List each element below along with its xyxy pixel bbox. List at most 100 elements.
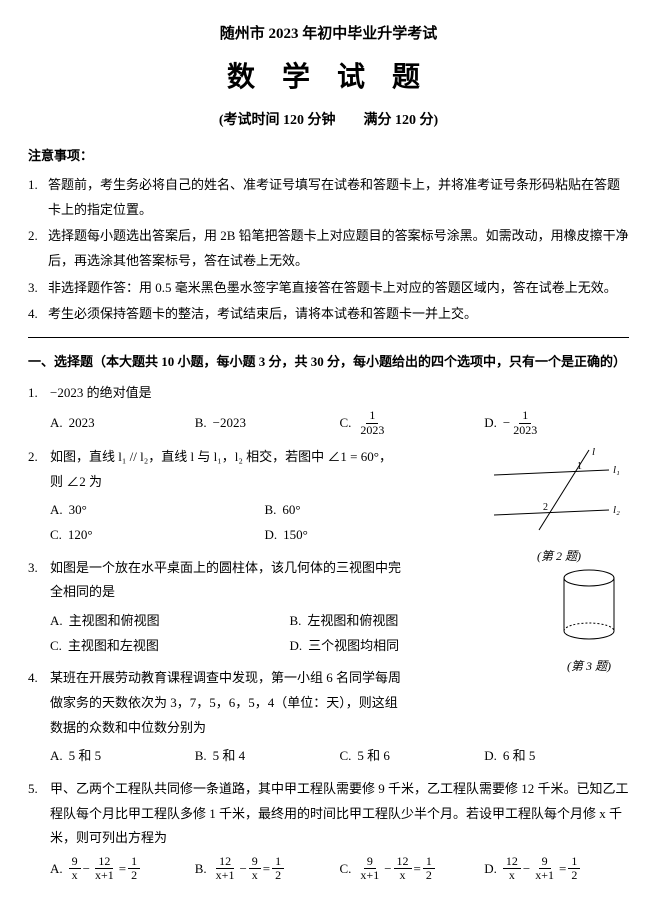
notice-num: 4. — [28, 302, 48, 327]
option-value: 5 和 6 — [357, 744, 390, 769]
question-text: −2023 的绝对值是 — [50, 381, 629, 406]
figure-q3: (第 3 题) — [549, 566, 629, 679]
question-text: 如图是一个放在水平桌面上的圆柱体，该几何体的三视图中完 — [50, 556, 529, 581]
frac-den: 2023 — [510, 424, 540, 437]
frac-num: 12 — [503, 855, 521, 869]
question-4: 4. 某班在开展劳动教育课程调查中发现，第一小组 6 名同学每周 做家务的天数依… — [28, 666, 629, 769]
option-value: 120° — [68, 523, 93, 548]
section-title: 一、 选择题（本大题共 10 小题，每小题 3 分，共 30 分，每小题给出的四… — [28, 350, 629, 375]
question-text: 数据的众数和中位数分别为 — [50, 716, 529, 741]
option-d: D. − 1 2023 — [484, 409, 629, 436]
question-5: 5. 甲、乙两个工程队共同修一条道路，其中甲工程队需要修 9 千米，乙工程队需要… — [28, 777, 629, 882]
option-label: A. — [50, 411, 63, 436]
option-label: B. — [195, 411, 207, 436]
option-value: 2023 — [69, 411, 95, 436]
option-label: C. — [340, 744, 352, 769]
l1-label: l₁ — [613, 464, 620, 476]
question-text: 则 ∠2 为 — [50, 470, 479, 495]
frac-num: 9 — [249, 855, 261, 869]
frac-den: 2 — [272, 869, 284, 882]
option-label: A. — [50, 744, 63, 769]
option-value: 主视图和俯视图 — [69, 609, 160, 634]
equation: 9x+1 − 12x = 12 — [357, 855, 434, 882]
frac-den: 2 — [568, 869, 580, 882]
option-b: B.5 和 4 — [195, 744, 340, 769]
option-b: B. 12x+1 − 9x = 12 — [195, 855, 340, 882]
notice-item: 4. 考生必须保持答题卡的整洁，考试结束后，请将本试卷和答题卡一并上交。 — [28, 302, 629, 327]
equation: 9x − 12x+1 = 12 — [69, 855, 140, 882]
option-a: A. 9x − 12x+1 = 12 — [50, 855, 195, 882]
notice-text: 非选择题作答：用 0.5 毫米黑色墨水签字笔直接答在答题卡上对应的答题区域内，答… — [48, 276, 629, 301]
frac-num: 9 — [539, 855, 551, 869]
l-label: l — [592, 446, 595, 458]
notice-item: 1. 答题前，考生务必将自己的姓名、准考证号填写在试卷和答题卡上，并将准考证号条… — [28, 173, 629, 222]
question-text: 如图，直线 l₁ // l₂，直线 l 与 l₁，l₂ 相交，若图中 ∠1 = … — [50, 445, 479, 470]
angle1-label: 1 — [577, 461, 582, 472]
lines-diagram: l l₁ l₂ 1 2 — [489, 445, 629, 535]
notice-item: 2. 选择题每小题选出答案后，用 2B 铅笔把答题卡上对应题目的答案标号涂黑。如… — [28, 224, 629, 273]
option-label: B. — [265, 498, 277, 523]
option-c: C.主视图和左视图 — [50, 634, 290, 659]
option-label: C. — [50, 523, 62, 548]
option-c: C.5 和 6 — [340, 744, 485, 769]
option-d: D. 12x − 9x+1 = 12 — [484, 855, 629, 882]
option-b: B. −2023 — [195, 409, 340, 436]
frac-den: x+1 — [213, 869, 238, 882]
option-b: B.左视图和俯视图 — [290, 609, 530, 634]
cylinder-diagram — [554, 566, 624, 646]
notice-item: 3. 非选择题作答：用 0.5 毫米黑色墨水签字笔直接答在答题卡上对应的答题区域… — [28, 276, 629, 301]
frac-den: x — [397, 869, 409, 882]
angle2-label: 2 — [543, 502, 548, 513]
fraction: 1 2023 — [510, 409, 540, 436]
option-value: 三个视图均相同 — [308, 634, 399, 659]
question-2: l l₁ l₂ 1 2 (第 2 题) 2. 如图，直线 l₁ // l₂，直线… — [28, 445, 629, 548]
fraction: 1 2023 — [357, 409, 387, 436]
option-a: A.主视图和俯视图 — [50, 609, 290, 634]
frac-den: 2 — [423, 869, 435, 882]
notice-num: 3. — [28, 276, 48, 301]
option-d: D.三个视图均相同 — [290, 634, 530, 659]
frac-den: x — [249, 869, 261, 882]
option-label: A. — [50, 498, 63, 523]
option-label: B. — [290, 609, 302, 634]
frac-num: 1 — [568, 855, 580, 869]
option-value: 主视图和左视图 — [68, 634, 159, 659]
option-value: 5 和 5 — [69, 744, 102, 769]
option-value: 60° — [282, 498, 300, 523]
frac-num: 1 — [519, 409, 531, 423]
option-value: 5 和 4 — [213, 744, 246, 769]
option-label: D. — [484, 857, 497, 882]
option-label: A. — [50, 609, 63, 634]
option-label: A. — [50, 857, 63, 882]
notice-text: 选择题每小题选出答案后，用 2B 铅笔把答题卡上对应题目的答案标号涂黑。如需改动… — [48, 224, 629, 273]
notice-num: 2. — [28, 224, 48, 273]
notice-text: 答题前，考生务必将自己的姓名、准考证号填写在试卷和答题卡上，并将准考证号条形码粘… — [48, 173, 629, 222]
option-a: A. 2023 — [50, 409, 195, 436]
frac-den: x+1 — [92, 869, 117, 882]
frac-num: 9 — [364, 855, 376, 869]
frac-num: 1 — [366, 409, 378, 423]
option-label: C. — [50, 634, 62, 659]
notice-heading: 注意事项： — [28, 144, 629, 169]
frac-den: x — [506, 869, 518, 882]
option-value: 6 和 5 — [503, 744, 536, 769]
equation: 12x+1 − 9x = 12 — [213, 855, 284, 882]
question-3: (第 3 题) 3. 如图是一个放在水平桌面上的圆柱体，该几何体的三视图中完 全… — [28, 556, 629, 659]
option-label: D. — [484, 411, 497, 436]
question-text: 全相同的是 — [50, 580, 529, 605]
section-label: 一、 — [28, 350, 54, 375]
figure-q2: l l₁ l₂ 1 2 (第 2 题) — [489, 445, 629, 568]
frac-den: 2023 — [357, 424, 387, 437]
frac-den: x — [69, 869, 81, 882]
option-b: B. 60° — [265, 498, 480, 523]
option-d: D.6 和 5 — [484, 744, 629, 769]
frac-num: 1 — [423, 855, 435, 869]
frac-num: 12 — [394, 855, 412, 869]
question-num: 4. — [28, 666, 50, 769]
option-label: B. — [195, 744, 207, 769]
notice-text: 考生必须保持答题卡的整洁，考试结束后，请将本试卷和答题卡一并上交。 — [48, 302, 629, 327]
frac-num: 12 — [95, 855, 113, 869]
minus-sign: − — [503, 411, 510, 436]
frac-num: 12 — [216, 855, 234, 869]
frac-den: x+1 — [357, 869, 382, 882]
